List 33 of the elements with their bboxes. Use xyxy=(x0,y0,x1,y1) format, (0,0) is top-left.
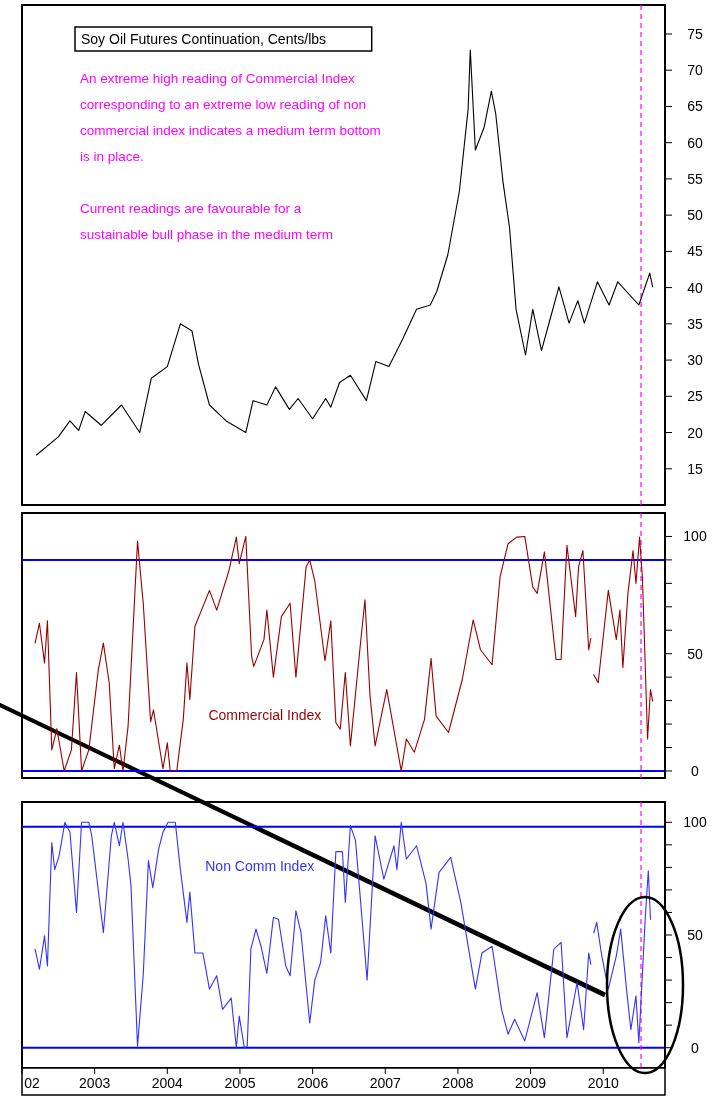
y-tick-label: 100 xyxy=(683,528,707,545)
x-tick-label: 2008 xyxy=(442,1075,474,1091)
y-tick-label: 50 xyxy=(687,645,703,662)
y-tick-label: 50 xyxy=(687,927,703,943)
y-tick-label: 0 xyxy=(691,762,700,779)
x-tick-label: 2004 xyxy=(151,1075,184,1091)
annotation: Current readings are favourable for a sustainable bull phase in the medium term xyxy=(80,201,333,242)
y-tick-label: 50 xyxy=(687,207,703,224)
x-tick-label: 2005 xyxy=(224,1075,256,1091)
y-tick-label: 75 xyxy=(687,25,703,42)
y-tick-label: 30 xyxy=(687,352,703,369)
x-tick-label: 2007 xyxy=(369,1075,402,1091)
y-tick-label: 0 xyxy=(691,1039,700,1056)
y-tick-label: 20 xyxy=(687,424,703,441)
series-label: Commercial Index xyxy=(208,706,322,723)
x-tick-label: 2003 xyxy=(79,1075,111,1091)
y-tick-label: 60 xyxy=(687,134,703,151)
x-tick-label: 2009 xyxy=(515,1075,547,1091)
y-tick-label: 100 xyxy=(683,814,707,831)
y-tick-label: 65 xyxy=(687,98,703,115)
x-tick-label: 2006 xyxy=(297,1075,329,1091)
series-label: Non Comm Index xyxy=(205,858,315,875)
annotation: An extreme high reading of Commercial Index corresponding to an extreme low reading of non commercial index indicates a medium term bottom is in place. xyxy=(80,71,381,164)
text: Soy Oil Futures Continuation, Cents/lbs xyxy=(81,31,327,47)
y-tick-label: 45 xyxy=(687,243,703,260)
y-tick-label: 35 xyxy=(687,315,703,332)
y-tick-label: 25 xyxy=(687,388,703,405)
y-tick-label: 15 xyxy=(687,460,703,477)
y-tick-label: 40 xyxy=(687,279,703,296)
y-tick-label: 70 xyxy=(687,62,703,79)
y-tick-label: 55 xyxy=(687,170,703,187)
x-tick-label: 2010 xyxy=(587,1075,620,1091)
x-tick-label: 02 xyxy=(24,1075,40,1091)
